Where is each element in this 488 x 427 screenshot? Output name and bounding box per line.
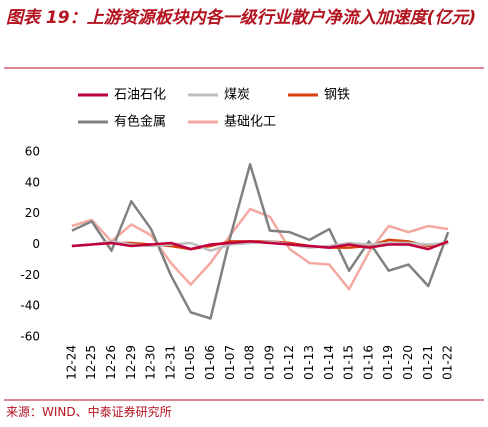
x-tick-label: 01-06 — [203, 345, 217, 380]
y-tick-label: 0 — [32, 237, 40, 251]
series-line — [71, 240, 449, 251]
x-tick-label: 01-08 — [243, 345, 257, 380]
source: 来源：WIND、中泰证券研究所 — [6, 405, 172, 419]
legend-label: 钢铁 — [324, 88, 350, 103]
x-tick-label: 01-19 — [381, 345, 395, 380]
x-tick-label: 01-22 — [441, 345, 455, 380]
legend-label: 有色金属 — [114, 114, 166, 130]
x-tick-label: 01-16 — [361, 345, 375, 380]
x-tick-label: 01-21 — [421, 345, 435, 380]
series-line — [71, 207, 449, 291]
x-tick-label: 12-30 — [144, 345, 158, 380]
y-tick-label: 60 — [25, 145, 40, 159]
x-tick-label: 01-14 — [322, 345, 336, 380]
chart-title: 图表 19：上游资源板块内各一级行业散户净流入加速度(亿元) — [6, 8, 477, 28]
x-tick-label: 12-26 — [104, 345, 118, 380]
x-tick-label: 01-05 — [183, 345, 197, 380]
y-tick-label: -20 — [20, 268, 40, 282]
x-tick-label: 01-07 — [223, 345, 237, 380]
x-tick-label: 12-31 — [163, 345, 177, 380]
x-tick-label: 01-12 — [282, 345, 296, 380]
legend-label: 基础化工 — [224, 115, 276, 130]
x-tick-label: 01-13 — [302, 345, 316, 380]
series-line — [71, 163, 450, 320]
y-tick-label: 20 — [25, 206, 40, 220]
y-tick-label: -40 — [20, 299, 40, 313]
y-tick-label: 40 — [25, 175, 40, 189]
x-tick-label: 12-24 — [64, 345, 78, 380]
legend-label: 煤炭 — [224, 88, 250, 103]
x-tick-label: 12-29 — [124, 345, 138, 380]
x-tick-label: 12-25 — [84, 345, 98, 380]
legend-label: 石油石化 — [114, 88, 166, 103]
y-tick-label: -60 — [20, 330, 40, 344]
x-tick-label: 01-20 — [401, 345, 415, 380]
x-tick-label: 01-09 — [262, 345, 276, 380]
x-tick-label: 01-15 — [342, 345, 356, 380]
